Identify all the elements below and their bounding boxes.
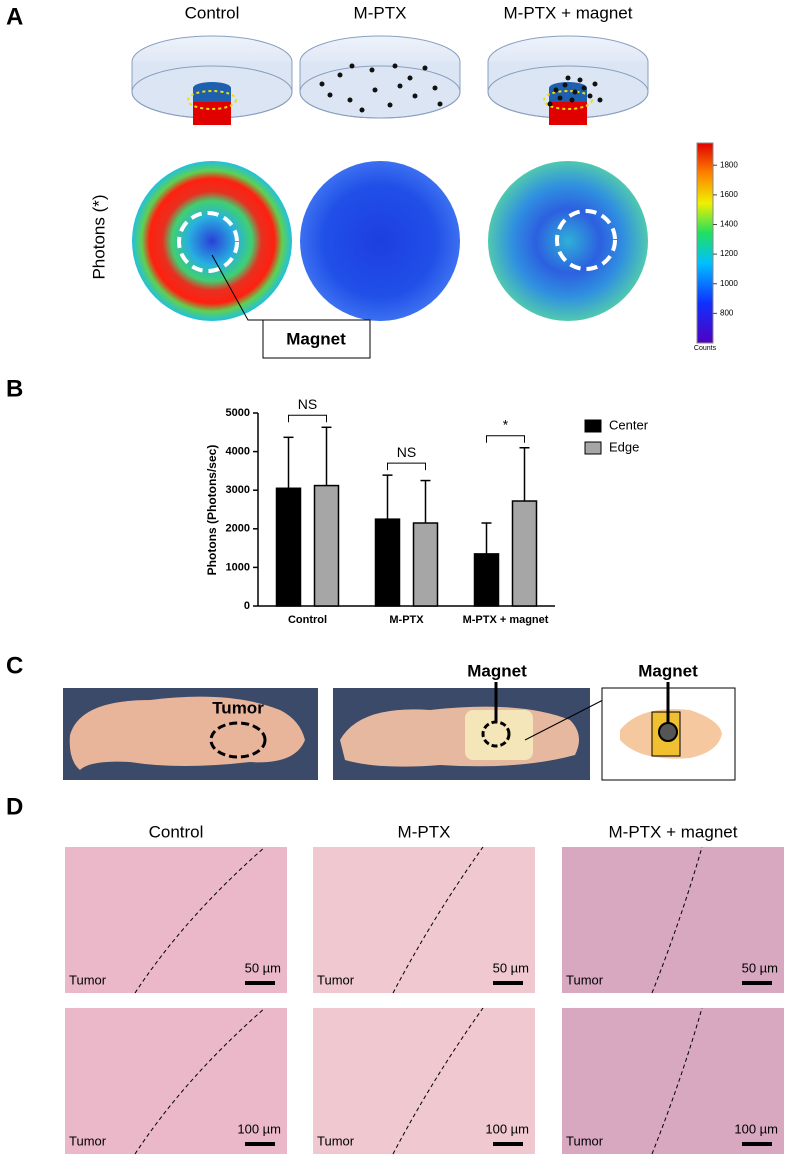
y-tick-label: 4000	[226, 446, 250, 458]
y-axis-label: Photons (Photons/sec)	[205, 445, 219, 576]
magnet-outline	[177, 211, 239, 273]
tumor-label: Tumor	[566, 1133, 604, 1148]
scale-bar	[493, 981, 523, 985]
callout-line	[211, 254, 264, 321]
tumor-label: Tumor	[69, 972, 107, 987]
photo	[333, 682, 590, 780]
bar	[275, 487, 302, 607]
scale-label: 50 µm	[493, 960, 529, 975]
colorbar-tick-label: 1600	[720, 190, 738, 199]
tissue-boundary	[651, 846, 703, 994]
panel-label: B	[6, 375, 23, 402]
tissue-boundary	[134, 846, 266, 994]
tumor-label: Tumor	[212, 698, 264, 717]
significance-label: NS	[298, 396, 317, 412]
histology-image	[562, 1008, 784, 1154]
heatmap	[300, 161, 460, 321]
scale-bar	[245, 1142, 275, 1146]
dish	[487, 35, 649, 125]
magnet-label: Magnet	[467, 661, 527, 680]
x-tick-label: M-PTX + magnet	[463, 614, 549, 626]
histology-image	[313, 1008, 535, 1154]
inset	[601, 682, 736, 781]
scale-label: 100 µm	[237, 1121, 281, 1136]
significance-label: *	[503, 416, 509, 432]
connector	[524, 699, 604, 741]
column-title: M-PTX + magnet	[609, 822, 738, 841]
column-title: Control	[149, 822, 204, 841]
magnet-label: Magnet	[638, 661, 698, 680]
y-tick-label: 0	[244, 600, 250, 612]
scale-bar	[245, 981, 275, 985]
bar	[374, 518, 401, 607]
bar	[412, 522, 439, 607]
x-tick-label: M-PTX	[389, 614, 424, 626]
scale-bar	[493, 1142, 523, 1146]
colorbar-label: Counts	[694, 345, 717, 352]
legend-swatch	[584, 419, 602, 433]
heatmap	[132, 161, 292, 321]
legend-swatch	[584, 441, 602, 455]
y-tick-label: 1000	[226, 561, 250, 573]
heatmap	[488, 161, 648, 321]
x-tick-label: Control	[288, 614, 327, 626]
colorbar-tick-label: 1200	[720, 249, 738, 258]
histology-image	[65, 847, 287, 993]
scale-label: 100 µm	[485, 1121, 529, 1136]
scale-label: 100 µm	[734, 1121, 778, 1136]
bar	[473, 553, 500, 607]
significance-bracket	[387, 462, 426, 471]
tissue-boundary	[134, 1007, 266, 1155]
legend-label: Edge	[609, 439, 639, 454]
column-title: M-PTX	[398, 822, 451, 841]
panel-label: C	[6, 652, 23, 679]
callout: Magnet	[286, 329, 346, 348]
dishes	[131, 35, 649, 125]
panel-label: A	[6, 3, 23, 30]
column-title: M-PTX + magnet	[504, 3, 633, 22]
tissue-boundary	[392, 1007, 484, 1155]
bar	[313, 484, 340, 607]
column-title: Control	[185, 3, 240, 22]
histology-image	[562, 847, 784, 993]
tumor-label: Tumor	[317, 972, 355, 987]
dish	[131, 35, 293, 125]
y-label: Photons (*)	[89, 194, 108, 279]
histology-image	[65, 1008, 287, 1154]
magnet-outline	[555, 209, 617, 271]
legend-label: Center	[609, 417, 649, 432]
y-tick-label: 2000	[226, 523, 250, 535]
tissue-boundary	[651, 1007, 703, 1155]
colorbar-tick-label: 800	[720, 308, 734, 317]
column-title: M-PTX	[354, 3, 407, 22]
dish	[299, 35, 461, 119]
tumor-label: Tumor	[566, 972, 604, 987]
scale-label: 50 µm	[245, 960, 281, 975]
photo	[63, 688, 318, 780]
significance-bracket	[486, 435, 525, 443]
significance-bracket	[288, 414, 327, 423]
tumor-label: Tumor	[317, 1133, 355, 1148]
panel-label: D	[6, 793, 23, 820]
callout-box	[262, 319, 371, 359]
y-tick-label: 5000	[226, 407, 250, 419]
colorbar	[696, 142, 714, 344]
scale-bar	[742, 981, 772, 985]
y-tick-label: 3000	[226, 484, 250, 496]
colorbar-tick-label: 1400	[720, 220, 738, 229]
scale-bar	[742, 1142, 772, 1146]
tumor-label: Tumor	[69, 1133, 107, 1148]
colorbar-tick-label: 1800	[720, 160, 738, 169]
colorbar-tick-label: 1000	[720, 279, 738, 288]
bar	[511, 500, 538, 607]
histology-image	[313, 847, 535, 993]
tissue-boundary	[392, 846, 484, 994]
scale-label: 50 µm	[742, 960, 778, 975]
significance-label: NS	[397, 444, 416, 460]
